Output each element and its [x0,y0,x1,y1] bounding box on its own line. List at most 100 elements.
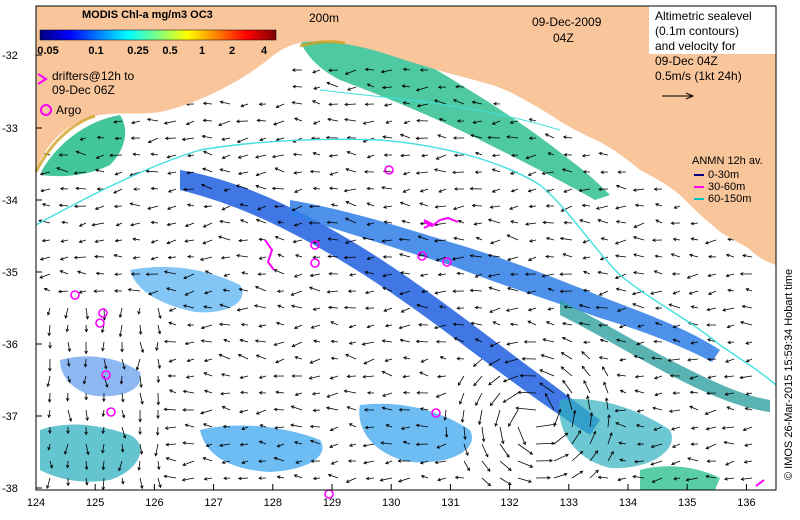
velocity-arrowhead [166,222,171,227]
velocity-arrow [168,188,177,193]
velocity-arrow [596,306,609,309]
velocity-arrow [560,237,573,241]
velocity-arrow [472,101,483,105]
velocity-arrow [528,307,537,311]
velocity-arrow [292,341,303,347]
velocity-arrow [147,118,159,122]
velocity-arrow [363,443,375,447]
velocity-arrowhead [66,482,70,487]
velocity-arrow [48,324,51,336]
velocity-arrow [507,256,519,261]
velocity-arrow [510,220,519,224]
velocity-arrow [203,119,213,122]
velocity-arrow [102,341,105,351]
velocity-arrow [563,136,573,139]
argo-float [431,408,441,418]
velocity-arrowhead [433,325,438,330]
velocity-arrowhead [367,391,371,395]
velocity-arrowhead [419,371,423,375]
velocity-arrowhead [58,203,63,208]
velocity-arrow [276,103,285,108]
velocity-arrow [256,354,267,360]
velocity-arrow [237,137,249,143]
chl-patch-south-east [559,399,672,469]
velocity-arrowhead [329,427,334,432]
velocity-arrowhead [290,405,295,409]
velocity-arrowhead [672,391,676,395]
velocity-arrowhead [744,407,749,411]
velocity-arrowhead [559,289,564,294]
velocity-arrowhead [653,376,658,380]
velocity-arrowhead [451,257,456,261]
velocity-arrow [689,254,699,258]
velocity-arrowhead [671,272,676,276]
velocity-arrowhead [416,303,421,308]
velocity-arrow [238,239,249,242]
velocity-arrowhead [547,287,552,292]
velocity-arrowhead [724,477,728,481]
y-tick-label: -32 [2,50,18,62]
velocity-arrowhead [218,353,223,358]
velocity-arrowhead [583,340,587,345]
velocity-arrow [329,171,339,176]
velocity-arrowhead [668,303,673,307]
velocity-arrowhead [140,349,145,354]
velocity-arrow [157,477,162,488]
velocity-arrow [219,443,231,447]
velocity-arrow [596,205,609,210]
argo-floats [70,165,452,499]
velocity-arrowhead [364,290,369,295]
velocity-arrowhead [364,270,369,275]
velocity-arrow [238,154,249,159]
velocity-arrow [706,443,717,449]
velocity-arrow [274,269,285,275]
velocity-arrowhead [420,359,425,363]
velocity-arrow [724,375,735,378]
velocity-arrowhead [200,183,205,188]
velocity-arrow [673,324,681,328]
velocity-arrowhead [138,431,142,436]
velocity-arrow [204,358,213,362]
velocity-arrow [745,407,753,411]
velocity-arrow [223,339,231,343]
velocity-arrowhead [203,204,208,209]
argo-legend-label: Argo [56,103,82,117]
velocity-arrow [204,477,213,480]
velocity-arrowhead [385,424,390,428]
velocity-arrowhead [96,187,101,191]
velocity-arrowhead [528,239,533,243]
velocity-arrow [529,118,537,122]
velocity-arrowhead [219,443,223,448]
velocity-arrowhead [78,290,83,294]
velocity-arrow [157,358,161,369]
velocity-arrow [421,290,429,293]
velocity-arrowhead [326,220,331,225]
velocity-arrow [689,405,699,411]
velocity-arrowhead [130,136,135,140]
velocity-arrowhead [168,321,173,325]
velocity-arrowhead [383,103,388,107]
velocity-arrow [618,442,627,445]
velocity-arrowhead [202,167,206,171]
velocity-arrowhead [463,436,467,441]
velocity-arrow [204,205,213,208]
velocity-arrowhead [690,237,695,241]
velocity-arrowhead [239,409,243,414]
velocity-arrow [542,273,555,277]
velocity-arrow [687,457,699,462]
velocity-arrowhead [541,171,546,176]
velocity-arrowhead [505,308,510,312]
velocity-arrowhead [473,222,478,226]
velocity-arrow [67,409,72,422]
velocity-arrow [583,256,591,259]
velocity-arrowhead [721,426,726,430]
velocity-arrowhead [240,322,245,327]
x-tick-label: 126 [145,497,163,509]
velocity-arrowhead [237,476,242,481]
velocity-arrow [349,341,357,345]
velocity-arrow [383,307,393,312]
velocity-arrowhead [362,443,367,448]
velocity-arrowhead [140,485,144,490]
velocity-arrow [607,432,613,445]
velocity-arrow [182,137,195,141]
